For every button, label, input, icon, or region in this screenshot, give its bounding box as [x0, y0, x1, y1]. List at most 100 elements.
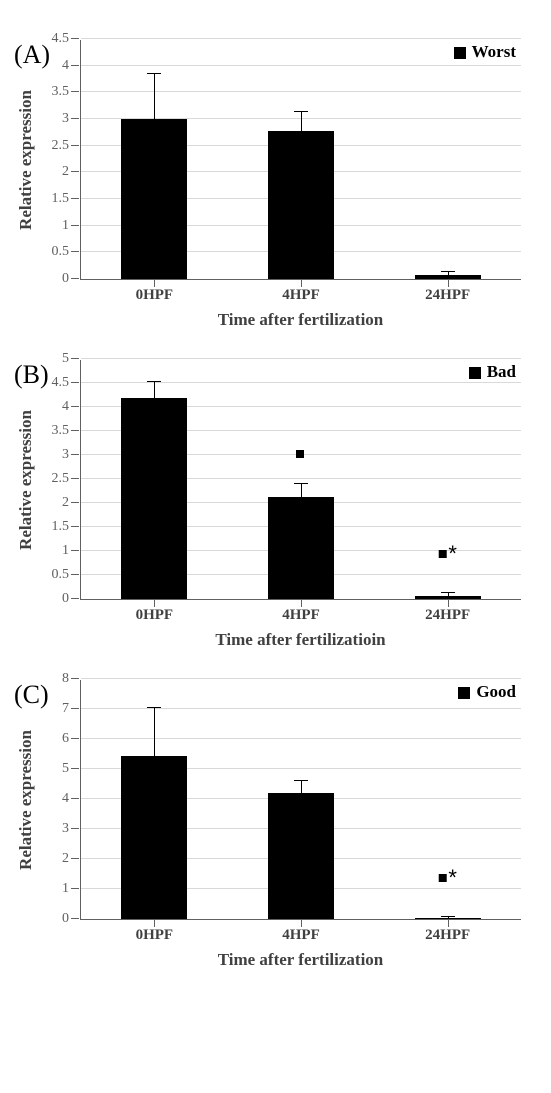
y-tick-label: 0	[62, 911, 81, 927]
y-tick-label: 3	[62, 111, 81, 127]
error-bar-cap	[147, 381, 161, 382]
x-tick	[448, 599, 449, 607]
bar	[121, 119, 187, 279]
y-tick-label: 0	[62, 271, 81, 287]
x-tick-label: 24HPF	[425, 607, 470, 624]
grid-line	[81, 38, 521, 39]
y-axis-label: Relative expression	[16, 90, 36, 230]
plot-area: Relative expression0123456780HPF4HPF*24H…	[80, 680, 521, 920]
error-bar	[448, 272, 449, 275]
error-bar	[448, 593, 449, 595]
error-bar	[301, 112, 302, 131]
significance-marker: *	[438, 867, 457, 889]
significance-marker: *	[438, 543, 457, 565]
x-tick	[301, 599, 302, 607]
chart-panel-B: (B) BadRelative expression00.511.522.533.…	[10, 360, 541, 650]
panel-label: (A)	[14, 40, 50, 70]
y-tick-label: 2	[62, 495, 81, 511]
x-tick-label: 0HPF	[136, 607, 174, 624]
error-bar-cap	[441, 271, 455, 272]
figure-stack: (A) WorstRelative expression00.511.522.53…	[0, 0, 551, 1010]
error-bar	[301, 781, 302, 793]
y-tick-label: 1	[62, 543, 81, 559]
error-bar-cap	[147, 73, 161, 74]
y-tick-label: 7	[62, 701, 81, 717]
x-tick	[448, 919, 449, 927]
chart-wrap: GoodRelative expression0123456780HPF4HPF…	[80, 680, 521, 970]
grid-line	[81, 738, 521, 739]
error-bar	[154, 74, 155, 119]
bar	[268, 793, 334, 919]
y-tick-label: 0.5	[52, 244, 82, 260]
y-tick-label: 4	[62, 58, 81, 74]
y-tick-label: 3	[62, 447, 81, 463]
bar	[121, 398, 187, 599]
bar	[121, 756, 187, 920]
grid-line	[81, 678, 521, 679]
y-tick-label: 2.5	[52, 471, 82, 487]
x-axis-label: Time after fertilization	[80, 310, 521, 330]
plot-area: Relative expression00.511.522.533.544.50…	[80, 40, 521, 280]
y-tick-label: 5	[62, 761, 81, 777]
grid-line	[81, 65, 521, 66]
y-tick-label: 3	[62, 821, 81, 837]
y-tick-label: 4	[62, 399, 81, 415]
chart-wrap: BadRelative expression00.511.522.533.544…	[80, 360, 521, 650]
y-tick-label: 2	[62, 164, 81, 180]
error-bar	[301, 484, 302, 497]
y-tick-label: 2.5	[52, 138, 82, 154]
x-tick-label: 0HPF	[136, 927, 174, 944]
x-tick-label: 0HPF	[136, 287, 174, 304]
significance-marker	[296, 446, 306, 462]
error-bar	[154, 382, 155, 399]
chart-panel-A: (A) WorstRelative expression00.511.522.53…	[10, 40, 541, 330]
plot-area: Relative expression00.511.522.533.544.55…	[80, 360, 521, 600]
grid-line	[81, 358, 521, 359]
y-tick-label: 3.5	[52, 84, 82, 100]
error-bar-cap	[294, 483, 308, 484]
y-tick-label: 1.5	[52, 191, 82, 207]
x-tick-label: 4HPF	[282, 607, 320, 624]
bar	[268, 497, 334, 599]
y-tick-label: 5	[62, 351, 81, 367]
x-tick	[301, 919, 302, 927]
x-tick	[154, 599, 155, 607]
error-bar	[154, 708, 155, 756]
bar	[268, 131, 334, 279]
chart-wrap: WorstRelative expression00.511.522.533.5…	[80, 40, 521, 330]
x-tick	[301, 279, 302, 287]
y-tick-label: 2	[62, 851, 81, 867]
y-tick-label: 1	[62, 218, 81, 234]
y-tick-label: 0.5	[52, 567, 82, 583]
x-axis-label: Time after fertilizatioin	[80, 630, 521, 650]
y-axis-label: Relative expression	[16, 410, 36, 550]
x-tick-label: 24HPF	[425, 287, 470, 304]
x-tick	[154, 919, 155, 927]
x-tick-label: 4HPF	[282, 287, 320, 304]
y-tick-label: 4.5	[52, 375, 82, 391]
grid-line	[81, 382, 521, 383]
x-tick	[448, 279, 449, 287]
x-tick-label: 4HPF	[282, 927, 320, 944]
chart-panel-C: (C)GoodRelative expression0123456780HPF4…	[10, 680, 541, 970]
error-bar-cap	[441, 592, 455, 593]
panel-label: (C)	[14, 680, 49, 710]
y-tick-label: 4	[62, 791, 81, 807]
y-tick-label: 0	[62, 591, 81, 607]
error-bar	[448, 917, 449, 918]
error-bar-cap	[441, 916, 455, 917]
y-tick-label: 4.5	[52, 31, 82, 47]
grid-line	[81, 708, 521, 709]
y-tick-label: 6	[62, 731, 81, 747]
grid-line	[81, 91, 521, 92]
x-axis-label: Time after fertilization	[80, 950, 521, 970]
y-tick-label: 8	[62, 671, 81, 687]
error-bar-cap	[294, 111, 308, 112]
x-tick	[154, 279, 155, 287]
x-tick-label: 24HPF	[425, 927, 470, 944]
error-bar-cap	[294, 780, 308, 781]
y-tick-label: 1	[62, 881, 81, 897]
y-axis-label: Relative expression	[16, 730, 36, 870]
y-tick-label: 3.5	[52, 423, 82, 439]
panel-label: (B)	[14, 360, 49, 390]
